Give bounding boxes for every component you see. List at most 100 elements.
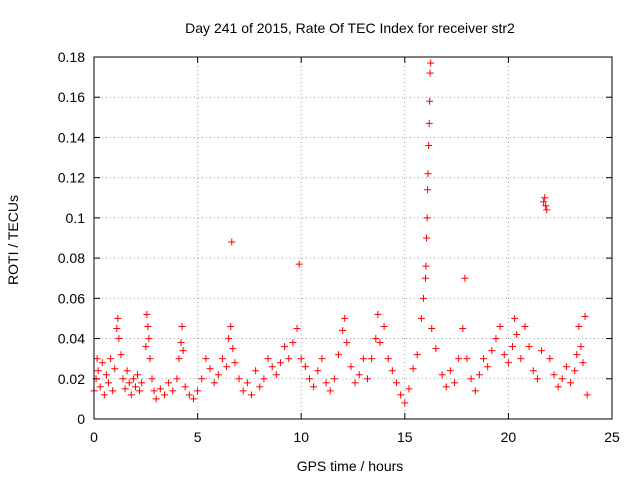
data-point bbox=[554, 383, 562, 391]
data-point bbox=[334, 351, 342, 359]
data-point bbox=[285, 355, 293, 363]
data-point bbox=[529, 367, 537, 375]
y-axis-label: ROTI / TECUs bbox=[5, 195, 21, 285]
data-point bbox=[228, 238, 236, 246]
data-point bbox=[322, 379, 330, 387]
data-point bbox=[521, 322, 529, 330]
data-point bbox=[239, 387, 247, 395]
data-point bbox=[276, 359, 284, 367]
data-point bbox=[341, 314, 349, 322]
data-point bbox=[413, 351, 421, 359]
data-point bbox=[177, 339, 185, 347]
data-point bbox=[289, 339, 297, 347]
data-point bbox=[409, 365, 417, 373]
x-tick-label: 20 bbox=[501, 429, 517, 445]
data-point bbox=[376, 339, 384, 347]
data-point bbox=[471, 387, 479, 395]
data-point bbox=[100, 391, 108, 399]
data-point bbox=[293, 325, 301, 332]
data-point bbox=[185, 391, 193, 399]
data-point bbox=[351, 379, 359, 387]
data-point bbox=[511, 314, 519, 322]
data-point bbox=[314, 367, 322, 375]
data-point bbox=[419, 294, 427, 302]
data-point bbox=[546, 355, 554, 363]
data-point bbox=[461, 274, 469, 282]
data-point bbox=[115, 335, 123, 343]
data-point bbox=[264, 355, 272, 363]
data-point bbox=[401, 399, 409, 407]
chart-title: Day 241 of 2015, Rate Of TEC Index for r… bbox=[185, 20, 515, 36]
data-point bbox=[463, 355, 471, 363]
data-point bbox=[125, 379, 133, 387]
data-point bbox=[210, 379, 218, 387]
data-point bbox=[297, 355, 305, 363]
data-point bbox=[138, 379, 146, 387]
data-point bbox=[388, 367, 396, 375]
data-point bbox=[480, 355, 488, 363]
axis-ticks: 0 0.02 0.04 0.06 0.08 0.1 0.12 0.14 0.16 0.18 0 5 10… bbox=[58, 49, 620, 445]
plot-frame bbox=[93, 56, 613, 420]
data-point bbox=[573, 351, 581, 359]
data-point bbox=[272, 371, 280, 379]
y-tick-label: 0.16 bbox=[58, 89, 85, 105]
data-point bbox=[227, 322, 235, 330]
data-point bbox=[160, 391, 168, 399]
y-tick-label: 0.02 bbox=[58, 371, 85, 387]
data-point bbox=[113, 325, 121, 332]
data-point bbox=[424, 170, 432, 178]
data-point bbox=[260, 375, 268, 383]
data-point bbox=[218, 355, 226, 363]
x-tick-label: 15 bbox=[397, 429, 413, 445]
data-point bbox=[189, 395, 197, 403]
data-point bbox=[142, 343, 150, 351]
data-point bbox=[169, 387, 177, 395]
data-point bbox=[380, 322, 388, 330]
data-point bbox=[393, 379, 401, 387]
data-point bbox=[372, 335, 380, 343]
data-point bbox=[123, 367, 131, 375]
data-point bbox=[148, 375, 156, 383]
data-point bbox=[343, 339, 351, 347]
y-tick-label: 0.14 bbox=[58, 129, 85, 145]
data-point bbox=[442, 383, 450, 391]
data-point bbox=[330, 375, 338, 383]
data-point bbox=[223, 363, 231, 371]
data-point bbox=[550, 371, 558, 379]
data-point bbox=[198, 375, 206, 383]
data-point bbox=[146, 355, 154, 363]
data-point bbox=[202, 355, 210, 363]
data-point bbox=[428, 325, 436, 332]
data-point bbox=[423, 214, 431, 222]
data-point bbox=[422, 262, 430, 270]
data-point bbox=[105, 379, 113, 387]
data-point bbox=[107, 355, 115, 363]
data-point bbox=[475, 371, 483, 379]
data-point bbox=[178, 322, 186, 330]
data-point bbox=[581, 312, 589, 320]
data-point bbox=[156, 385, 164, 393]
data-point bbox=[575, 322, 583, 330]
data-point bbox=[127, 391, 135, 399]
data-point bbox=[492, 335, 500, 343]
data-point bbox=[121, 385, 129, 393]
data-point bbox=[446, 367, 454, 375]
x-tick-label: 25 bbox=[604, 429, 620, 445]
data-point bbox=[571, 367, 579, 375]
data-point bbox=[129, 375, 137, 383]
data-point bbox=[513, 331, 521, 339]
data-point bbox=[117, 351, 125, 359]
x-tick-label: 0 bbox=[90, 429, 98, 445]
data-point bbox=[305, 375, 313, 383]
data-point bbox=[427, 59, 435, 67]
data-point bbox=[517, 355, 525, 363]
data-point bbox=[425, 119, 433, 127]
data-point bbox=[136, 387, 144, 395]
data-point bbox=[374, 310, 382, 318]
data-point bbox=[432, 345, 440, 353]
data-point bbox=[150, 387, 158, 395]
data-point bbox=[206, 365, 214, 373]
data-point bbox=[384, 355, 392, 363]
data-point bbox=[422, 274, 430, 282]
data-point bbox=[318, 355, 326, 363]
